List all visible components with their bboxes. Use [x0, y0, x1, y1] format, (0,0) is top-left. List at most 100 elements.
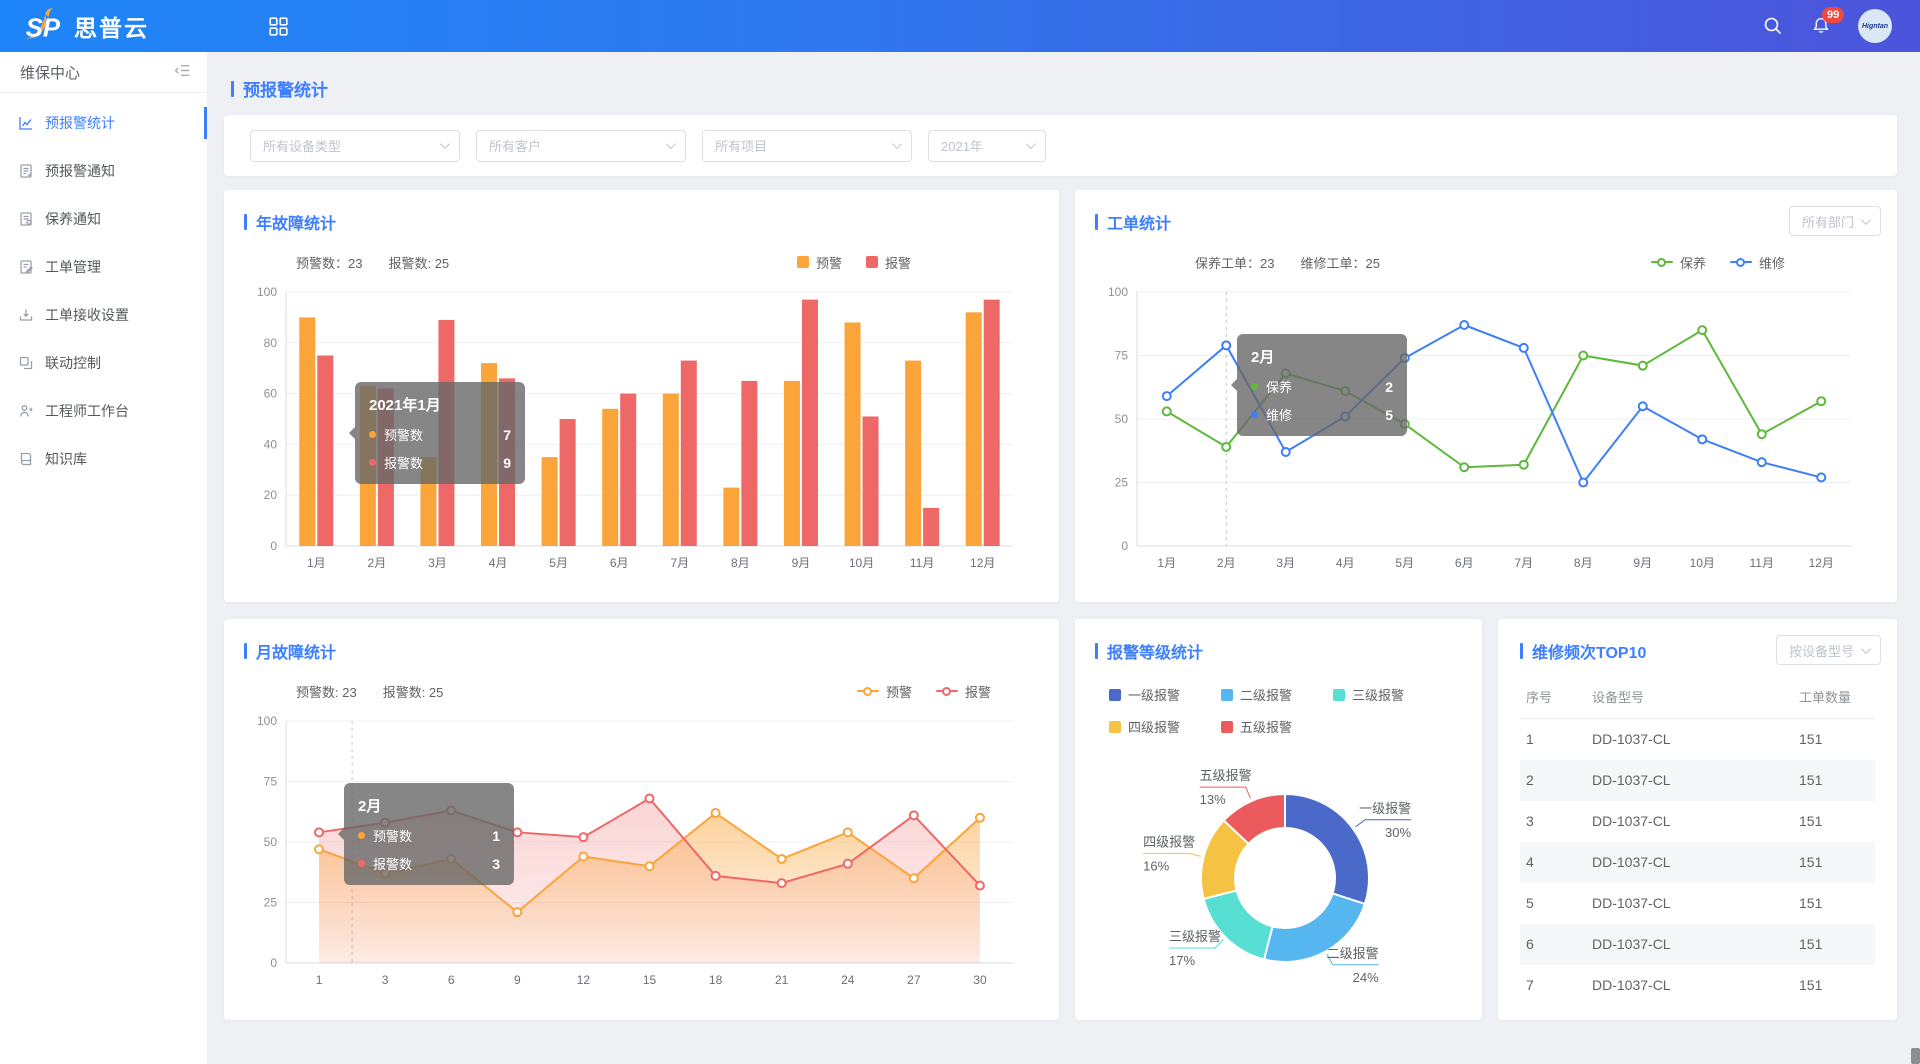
series-dot: [358, 860, 365, 867]
sidebar-item-prealarm-stats[interactable]: 预报警统计: [0, 99, 207, 147]
device-type-select[interactable]: 所有设备类型: [250, 129, 460, 162]
svg-text:12月: 12月: [970, 556, 995, 570]
legend-level2[interactable]: 二级报警: [1221, 685, 1333, 704]
series-dot: [1251, 383, 1258, 390]
sidebar-item-label: 工单管理: [45, 259, 101, 275]
department-filter-button[interactable]: 所有部门: [1788, 206, 1881, 236]
svg-text:5月: 5月: [549, 556, 568, 570]
legend-alarm[interactable]: 报警: [935, 682, 991, 701]
overlap-squares-icon: [18, 355, 34, 371]
alarm-level-donut-chart[interactable]: 一级报警 30% 二级报警 24% 三级报警 17% 四级报警 16% 五级报警 13%: [1095, 750, 1462, 1012]
brand[interactable]: SP 思普云: [18, 7, 149, 45]
sidebar-item-engineer-workbench[interactable]: 工程师工作台: [0, 387, 207, 435]
chevron-down-icon: [1860, 214, 1871, 225]
legend-line-marker: [856, 686, 879, 696]
notification-bell-icon[interactable]: 99: [1810, 7, 1845, 37]
svg-text:一级报警: 一级报警: [1359, 801, 1411, 816]
card-title: 维修频次TOP10: [1532, 645, 1647, 662]
sidebar-item-label: 预报警统计: [45, 115, 115, 131]
table-row: 5 DD-1037-CL 151: [1526, 895, 1823, 911]
page-title-row: 预报警统计: [224, 76, 1897, 101]
svg-text:6月: 6月: [1455, 556, 1474, 570]
legend-prealarm[interactable]: 预警: [856, 682, 912, 701]
work-order-line-chart[interactable]: 0 25 50 75 100 1月 2月 3月 4月 5月 6月 7月 8月 9月 10月 11月 12月: [1095, 278, 1877, 578]
sidebar-item-maintenance-notice[interactable]: 保养通知: [0, 195, 207, 243]
search-icon[interactable]: [1762, 15, 1784, 37]
svg-text:11月: 11月: [1750, 556, 1774, 570]
legend-square-marker: [865, 256, 878, 268]
card-title: 年故障统计: [256, 216, 337, 233]
legend-level1[interactable]: 一级报警: [1109, 685, 1221, 704]
sidebar-item-workorder-manage[interactable]: 工单管理: [0, 243, 207, 291]
scrollbar-thumb[interactable]: [1911, 1048, 1920, 1064]
svg-text:9月: 9月: [792, 556, 811, 570]
legend-repair[interactable]: 维修: [1729, 253, 1785, 272]
card-title: 工单统计: [1107, 216, 1172, 233]
svg-text:三级报警: 三级报警: [1169, 929, 1221, 944]
svg-text:1月: 1月: [307, 556, 326, 570]
avatar[interactable]: Higntan: [1858, 9, 1892, 43]
title-accent-bar: [244, 214, 247, 230]
svg-text:40: 40: [264, 437, 278, 451]
legend-square-marker: [1109, 720, 1121, 733]
customer-select[interactable]: 所有客户: [476, 129, 686, 162]
svg-text:1月: 1月: [1157, 556, 1176, 570]
sidebar-item-prealarm-notice[interactable]: 预报警通知: [0, 147, 207, 195]
sidebar-title: 维保中心: [20, 64, 81, 82]
svg-text:二级报警: 二级报警: [1327, 946, 1379, 961]
sidebar-item-label: 保养通知: [45, 211, 101, 227]
year-select[interactable]: 2021年: [928, 129, 1046, 162]
sidebar-collapse-icon[interactable]: [174, 62, 191, 83]
card-title: 报警等级统计: [1107, 645, 1204, 662]
project-select[interactable]: 所有项目: [702, 129, 912, 162]
monthly-fault-card: 月故障统计 预警数: 23 报警数: 25 预警 报警 0 25 50 75 100 1 3…: [224, 619, 1059, 1020]
legend-square-marker: [1221, 688, 1233, 701]
title-accent-bar: [231, 80, 234, 97]
title-accent-bar: [1520, 643, 1523, 659]
legend-line-marker: [1650, 257, 1673, 267]
legend-alarm[interactable]: 报警: [865, 253, 911, 272]
svg-text:0: 0: [270, 956, 277, 970]
notification-badge: 99: [1822, 7, 1845, 23]
legend-line-marker: [1729, 257, 1752, 267]
svg-text:12: 12: [577, 973, 591, 987]
svg-text:20: 20: [264, 488, 278, 502]
sidebar-item-knowledge-base[interactable]: 知识库: [0, 435, 207, 483]
svg-text:SP: SP: [26, 14, 61, 42]
col-index: 序号: [1520, 677, 1592, 719]
main-content: 预报警统计 所有设备类型 所有客户 所有项目 2021年 年故障统计: [207, 52, 1920, 1064]
chevron-down-icon: [1025, 139, 1036, 150]
app-header: SP 思普云 99 Higntan: [0, 0, 1920, 52]
sort-by-model-button[interactable]: 按设备型号: [1775, 635, 1881, 665]
legend-line-marker: [935, 686, 958, 696]
svg-text:3月: 3月: [1276, 556, 1295, 570]
sidebar-item-workorder-receive[interactable]: 工单接收设置: [0, 291, 207, 339]
svg-text:30: 30: [973, 973, 987, 987]
svg-text:8月: 8月: [731, 556, 750, 570]
svg-text:1: 1: [316, 973, 323, 987]
svg-text:4月: 4月: [1336, 556, 1355, 570]
svg-text:30%: 30%: [1385, 825, 1411, 840]
svg-text:6: 6: [448, 973, 455, 987]
svg-text:4月: 4月: [489, 556, 508, 570]
legend-maintenance[interactable]: 保养: [1650, 253, 1706, 272]
sidebar: 维保中心 预报警统计 预报警通知 保养通知 工单管理: [0, 52, 207, 1064]
apps-grid-icon[interactable]: [269, 16, 288, 36]
sidebar-item-label: 知识库: [45, 451, 87, 467]
legend-level5[interactable]: 五级报警: [1221, 717, 1333, 736]
series-dot: [369, 431, 376, 438]
table-row: 7 DD-1037-CL 151: [1526, 977, 1823, 993]
legend-prealarm[interactable]: 预警: [796, 253, 842, 272]
svg-text:24%: 24%: [1353, 970, 1379, 985]
sidebar-item-linkage-control[interactable]: 联动控制: [0, 339, 207, 387]
legend-level3[interactable]: 三级报警: [1333, 685, 1445, 704]
series-dot: [1251, 411, 1258, 418]
svg-text:15: 15: [643, 973, 657, 987]
filter-bar: 所有设备类型 所有客户 所有项目 2021年: [224, 115, 1897, 176]
legend-level4[interactable]: 四级报警: [1109, 717, 1221, 736]
svg-text:7月: 7月: [670, 556, 689, 570]
col-count: 工单数量: [1799, 677, 1875, 719]
maintenance-order-stat: 保养工单：23: [1195, 255, 1275, 271]
table-header-row: 序号 设备型号 工单数量: [1520, 677, 1875, 719]
alarm-count-stat: 报警数: 25: [382, 684, 444, 700]
